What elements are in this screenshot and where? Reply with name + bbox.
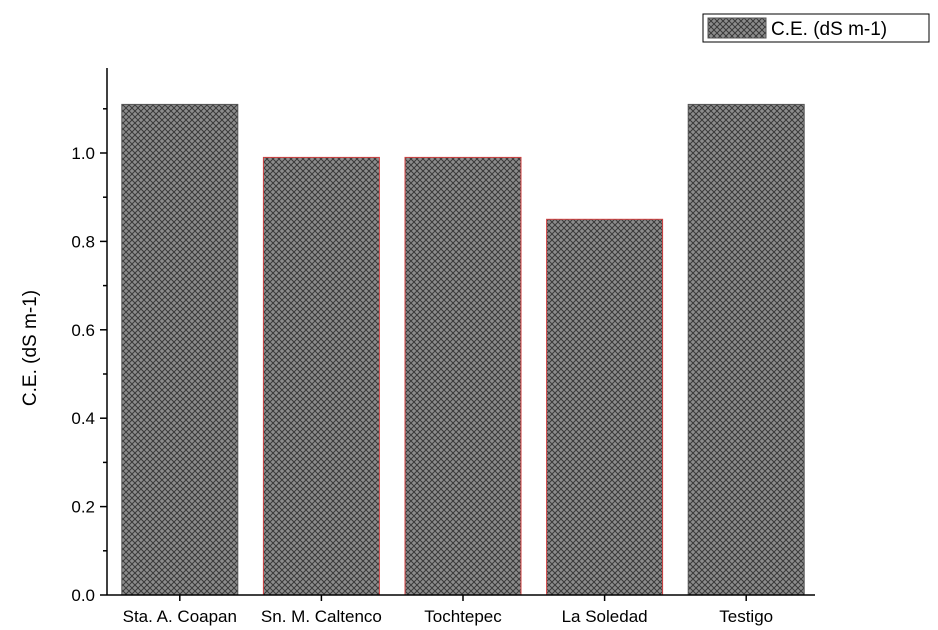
- legend-label: C.E. (dS m-1): [771, 19, 887, 40]
- x-tick-label: La Soledad: [562, 607, 648, 626]
- y-tick-label: 0.8: [71, 232, 95, 251]
- x-tick-label: Sn. M. Caltenco: [261, 607, 382, 626]
- x-axis-ticks: Sta. A. Coapan Sn. M. Caltenco Tochtepec La…: [123, 595, 773, 626]
- legend: C.E. (dS m-1): [702, 13, 930, 43]
- y-tick-label: 1.0: [71, 144, 95, 163]
- bars-group: [121, 103, 805, 596]
- y-tick-label: 0.2: [71, 498, 95, 517]
- bar: [121, 103, 239, 596]
- x-tick-label: Testigo: [719, 607, 773, 626]
- legend-swatch: [707, 17, 767, 39]
- y-axis-label: C.E. (dS m-1): [20, 290, 41, 406]
- y-tick-label: 0.6: [71, 321, 95, 340]
- x-tick-label: Tochtepec: [424, 607, 502, 626]
- bar: [262, 156, 380, 596]
- y-tick-label: 0.4: [71, 409, 95, 428]
- y-axis-ticks: 0.0 0.2 0.4 0.6 0.8 1.0: [71, 108, 107, 605]
- x-tick-label: Sta. A. Coapan: [123, 607, 237, 626]
- bar: [404, 156, 522, 596]
- y-tick-label: 0.0: [71, 586, 95, 605]
- bar: [546, 218, 664, 596]
- bar: [687, 103, 805, 596]
